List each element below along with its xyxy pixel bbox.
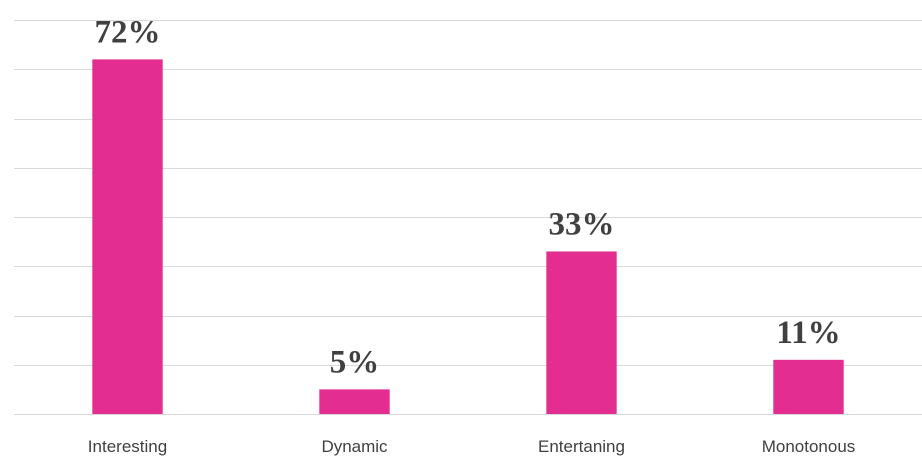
data-label-interesting: 72% xyxy=(95,14,161,50)
category-label-monotonous: Monotonous xyxy=(762,437,856,456)
bar-entertaning xyxy=(546,251,617,414)
category-label-dynamic: Dynamic xyxy=(321,437,388,456)
data-labels: 72% 5% 33% 11% xyxy=(95,14,841,380)
gridlines xyxy=(14,20,922,415)
data-label-dynamic: 5% xyxy=(330,344,380,380)
bars xyxy=(92,59,844,415)
category-label-interesting: Interesting xyxy=(88,437,167,456)
data-label-monotonous: 11% xyxy=(776,315,840,351)
bar-interesting xyxy=(92,59,163,415)
data-label-entertaning: 33% xyxy=(549,206,615,242)
category-labels: Interesting Dynamic Entertaning Monotonous xyxy=(88,437,855,456)
bar-monotonous xyxy=(773,359,844,414)
category-label-entertaning: Entertaning xyxy=(538,437,625,456)
bar-dynamic xyxy=(319,389,390,414)
